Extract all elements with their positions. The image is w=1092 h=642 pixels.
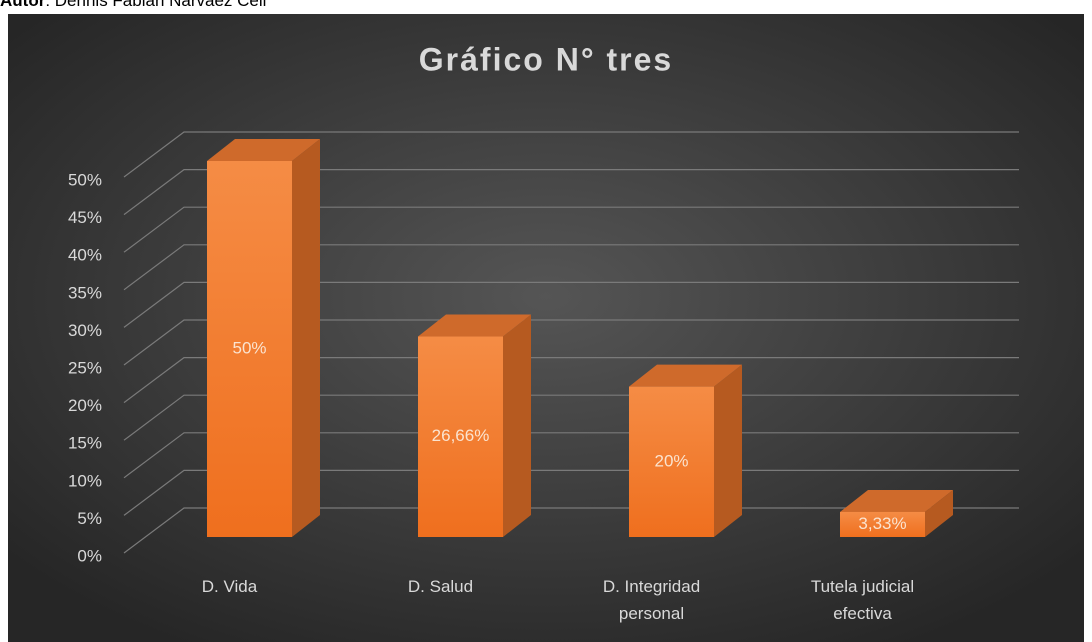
author-label: Autor xyxy=(0,0,46,10)
y-tick-label: 50% xyxy=(68,170,102,189)
y-tick-label: 45% xyxy=(68,208,102,227)
y-tick-label: 20% xyxy=(68,396,102,415)
value-label: 3,33% xyxy=(858,514,906,533)
y-tick-label: 25% xyxy=(68,358,102,377)
bar-top xyxy=(629,364,742,387)
x-tick-label-line: D. Integridad xyxy=(603,577,700,596)
grid-line xyxy=(123,357,1019,404)
bar xyxy=(629,386,714,537)
x-tick-label: D. Salud xyxy=(408,577,473,596)
x-tick-label-line: personal xyxy=(619,604,684,623)
y-tick-label: 5% xyxy=(77,509,102,528)
value-label: 20% xyxy=(654,451,688,470)
grid-line xyxy=(123,169,1019,216)
grid-line xyxy=(123,206,1019,253)
grid-line xyxy=(123,131,1019,178)
grid-line xyxy=(123,244,1019,291)
chart-title: Gráfico N° tres xyxy=(419,41,673,77)
y-tick-label: 10% xyxy=(68,471,102,490)
bar-side xyxy=(925,489,953,537)
bar-top xyxy=(418,314,531,337)
y-tick-label: 40% xyxy=(68,246,102,265)
x-tick-label-line: D. Vida xyxy=(202,577,258,596)
value-label: 50% xyxy=(232,338,266,357)
value-label: 26,66% xyxy=(432,426,490,445)
grid-line xyxy=(123,281,1019,328)
chart-background xyxy=(8,14,1084,642)
x-tick-label: D. Vida xyxy=(202,577,258,596)
bar xyxy=(418,336,503,537)
x-tick-label-line: D. Salud xyxy=(408,577,473,596)
grid-line xyxy=(123,319,1019,366)
y-tick-label: 30% xyxy=(68,321,102,340)
x-tick-label-line: efectiva xyxy=(833,604,892,623)
x-tick-label-line: Tutela judicial xyxy=(811,577,914,596)
bar xyxy=(840,511,925,537)
bar-side xyxy=(503,314,531,537)
author-name: : Dennis Fabián Narváez Celi xyxy=(45,0,266,10)
y-tick-label: 35% xyxy=(68,283,102,302)
y-tick-label: 15% xyxy=(68,434,102,453)
bar xyxy=(207,161,292,537)
bar-top xyxy=(840,489,953,512)
x-tick-label: D. Integridad personal xyxy=(603,577,700,623)
bar-side xyxy=(292,139,320,537)
x-tick-label: Tutela judicial efectiva xyxy=(811,577,914,623)
bar-side xyxy=(714,364,742,537)
y-tick-label: 0% xyxy=(77,546,102,565)
bar-top xyxy=(207,139,320,161)
author: Autor: Dennis Fabián Narváez Celi xyxy=(0,0,266,10)
